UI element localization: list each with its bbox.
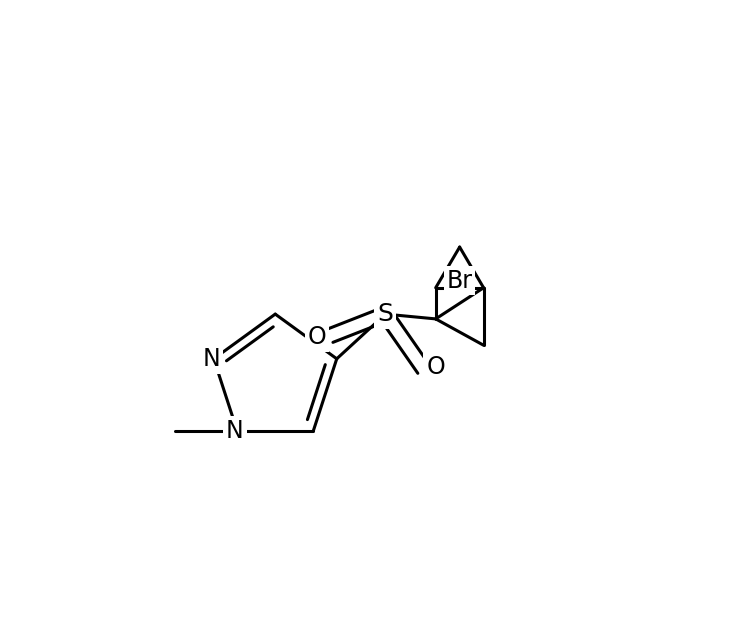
Text: N: N <box>202 347 220 371</box>
Text: S: S <box>377 302 393 326</box>
Text: O: O <box>308 325 326 349</box>
Text: N: N <box>226 419 244 443</box>
Text: Br: Br <box>446 269 472 292</box>
Text: O: O <box>427 355 445 379</box>
